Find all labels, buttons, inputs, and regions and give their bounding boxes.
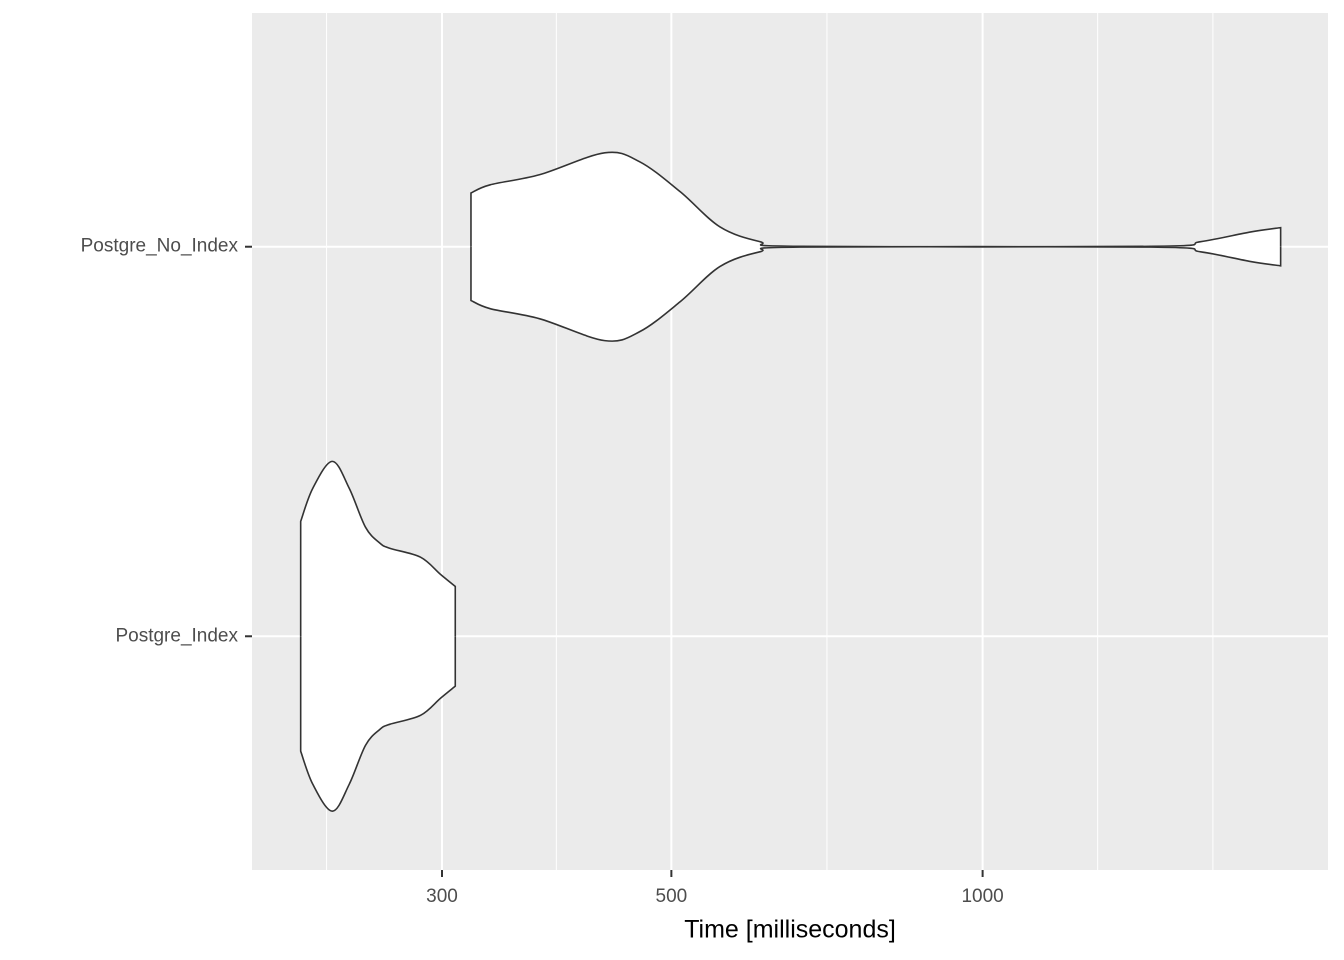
violin-half [300,636,456,812]
x-tick-label: 1000 [961,886,1003,907]
axes: 300 500 1000 Postgre_Index Postgre_No_Index [81,236,1004,907]
violin-half [470,152,1281,247]
y-tick-label: Postgre_No_Index [81,236,239,257]
violins [299,151,1282,812]
panel-background [252,13,1328,870]
violin-half [300,461,456,637]
violin-outline [470,245,1282,342]
x-axis-title: Time [milliseconds] [684,916,896,944]
x-tick-label: 300 [426,886,458,907]
x-tick-label: 500 [656,886,688,907]
violin-half [470,246,1281,342]
y-tick-label: Postgre_Index [115,625,238,646]
violin-outline [470,151,1282,248]
violin-outline [299,460,457,637]
violin-outline [299,636,457,812]
